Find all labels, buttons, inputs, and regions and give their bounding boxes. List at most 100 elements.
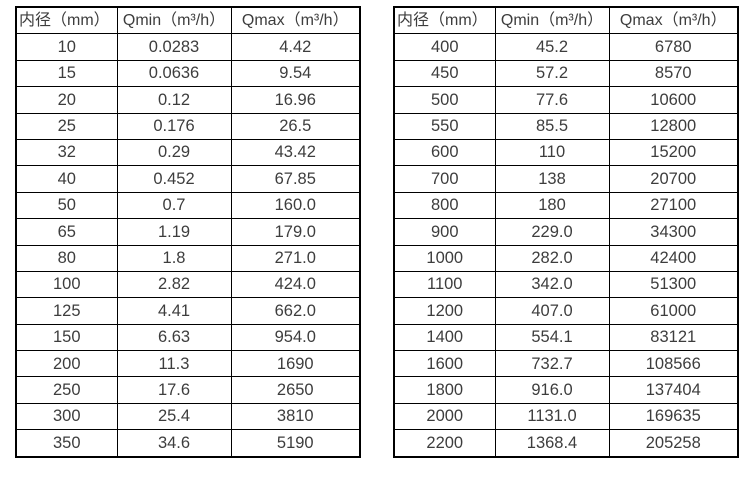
table-row: 2200 1368.4 205258	[393, 429, 739, 458]
qmin-cell: 17.6	[116, 376, 232, 404]
qmax-cell: 160.0	[230, 191, 361, 220]
qmax-column-header: Qmax（m³/h）	[608, 6, 739, 35]
qmin-cell: 732.7	[494, 350, 610, 378]
qmin-cell: 77.6	[494, 86, 610, 114]
qmax-cell: 20700	[608, 165, 739, 193]
qmax-cell: 67.85	[230, 165, 361, 193]
diameter-cell: 200	[15, 350, 118, 378]
diameter-cell: 300	[15, 402, 118, 431]
diameter-cell: 40	[15, 165, 118, 193]
qmin-cell: 2.82	[116, 270, 232, 299]
table-row: 50 0.7 160.0	[15, 191, 361, 220]
qmin-cell: 1.19	[116, 218, 232, 246]
qmin-cell: 110	[494, 138, 610, 167]
diameter-column-header: 内径（mm）	[15, 6, 118, 35]
qmin-cell: 282.0	[494, 244, 610, 272]
diameter-cell: 900	[393, 218, 496, 246]
qmax-cell: 34300	[608, 218, 739, 246]
table-row: 550 85.5 12800	[393, 112, 739, 140]
diameter-cell: 1000	[393, 244, 496, 272]
diameter-cell: 1200	[393, 297, 496, 325]
qmax-cell: 43.42	[230, 138, 361, 167]
diameter-cell: 600	[393, 138, 496, 167]
header-row: 内径（mm） Qmin（m³/h） Qmax（m³/h）	[393, 6, 739, 35]
qmax-cell: 3810	[230, 402, 361, 431]
qmin-cell: 342.0	[494, 270, 610, 299]
qmax-cell: 15200	[608, 138, 739, 167]
qmax-cell: 137404	[608, 376, 739, 404]
qmax-cell: 179.0	[230, 218, 361, 246]
qmin-cell: 1.8	[116, 244, 232, 272]
diameter-cell: 10	[15, 33, 118, 61]
table-row: 900 229.0 34300	[393, 218, 739, 246]
diameter-cell: 100	[15, 270, 118, 299]
qmin-cell: 180	[494, 191, 610, 220]
table-row: 150 6.63 954.0	[15, 323, 361, 352]
table-row: 200 11.3 1690	[15, 350, 361, 378]
qmax-cell: 662.0	[230, 297, 361, 325]
qmin-cell: 229.0	[494, 218, 610, 246]
qmax-cell: 9.54	[230, 59, 361, 88]
qmax-cell: 42400	[608, 244, 739, 272]
qmin-cell: 916.0	[494, 376, 610, 404]
table-row: 450 57.2 8570	[393, 59, 739, 88]
diameter-cell: 2200	[393, 429, 496, 458]
table-row: 125 4.41 662.0	[15, 297, 361, 325]
qmax-cell: 10600	[608, 86, 739, 114]
qmax-cell: 6780	[608, 33, 739, 61]
diameter-cell: 1100	[393, 270, 496, 299]
table-row: 65 1.19 179.0	[15, 218, 361, 246]
qmin-cell: 34.6	[116, 429, 232, 458]
qmin-cell: 0.452	[116, 165, 232, 193]
qmax-cell: 12800	[608, 112, 739, 140]
table-row: 40 0.452 67.85	[15, 165, 361, 193]
table-row: 80 1.8 271.0	[15, 244, 361, 272]
table-row: 1000 282.0 42400	[393, 244, 739, 272]
qmax-cell: 4.42	[230, 33, 361, 61]
qmin-column-header: Qmin（m³/h）	[116, 6, 232, 35]
diameter-cell: 450	[393, 59, 496, 88]
qmax-cell: 5190	[230, 429, 361, 458]
diameter-cell: 1400	[393, 323, 496, 352]
qmin-cell: 4.41	[116, 297, 232, 325]
flow-table-right: 内径（mm） Qmin（m³/h） Qmax（m³/h） 400 45.2 6780…	[393, 6, 739, 458]
table-row: 32 0.29 43.42	[15, 138, 361, 167]
header-row: 内径（mm） Qmin（m³/h） Qmax（m³/h）	[15, 6, 361, 35]
qmax-cell: 83121	[608, 323, 739, 352]
table-row: 250 17.6 2650	[15, 376, 361, 404]
table-row: 400 45.2 6780	[393, 33, 739, 61]
qmin-cell: 1131.0	[494, 402, 610, 431]
qmin-cell: 138	[494, 165, 610, 193]
table-row: 300 25.4 3810	[15, 402, 361, 431]
table-row: 2000 1131.0 169635	[393, 402, 739, 431]
qmax-cell: 954.0	[230, 323, 361, 352]
table-row: 25 0.176 26.5	[15, 112, 361, 140]
qmax-cell: 205258	[608, 429, 739, 458]
qmin-cell: 45.2	[494, 33, 610, 61]
diameter-cell: 32	[15, 138, 118, 167]
diameter-cell: 1600	[393, 350, 496, 378]
table-row: 10 0.0283 4.42	[15, 33, 361, 61]
qmax-cell: 51300	[608, 270, 739, 299]
diameter-cell: 550	[393, 112, 496, 140]
table-row: 1100 342.0 51300	[393, 270, 739, 299]
qmax-cell: 8570	[608, 59, 739, 88]
table-row: 350 34.6 5190	[15, 429, 361, 458]
qmin-cell: 11.3	[116, 350, 232, 378]
qmax-cell: 108566	[608, 350, 739, 378]
qmax-cell: 271.0	[230, 244, 361, 272]
qmin-cell: 57.2	[494, 59, 610, 88]
qmin-cell: 25.4	[116, 402, 232, 431]
qmin-cell: 0.0283	[116, 33, 232, 61]
diameter-cell: 500	[393, 86, 496, 114]
qmin-cell: 554.1	[494, 323, 610, 352]
qmin-cell: 0.176	[116, 112, 232, 140]
diameter-cell: 250	[15, 376, 118, 404]
qmax-cell: 1690	[230, 350, 361, 378]
diameter-cell: 800	[393, 191, 496, 220]
qmax-cell: 424.0	[230, 270, 361, 299]
diameter-cell: 150	[15, 323, 118, 352]
table-row: 800 180 27100	[393, 191, 739, 220]
diameter-cell: 25	[15, 112, 118, 140]
qmin-cell: 0.12	[116, 86, 232, 114]
